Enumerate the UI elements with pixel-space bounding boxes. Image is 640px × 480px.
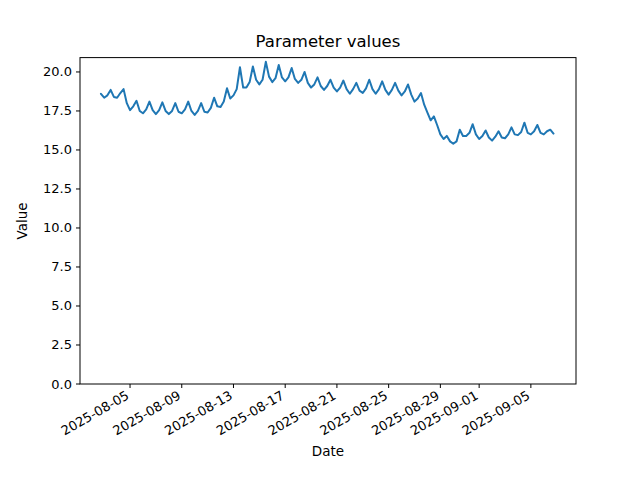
chart-title: Parameter values <box>256 32 401 51</box>
y-tick-label: 12.5 <box>43 181 72 196</box>
series-line <box>101 62 554 144</box>
y-tick-label: 10.0 <box>43 220 72 235</box>
y-tick-label: 0.0 <box>51 377 72 392</box>
y-tick-label: 20.0 <box>43 64 72 79</box>
y-tick-label: 5.0 <box>51 298 72 313</box>
y-tick-label: 17.5 <box>43 103 72 118</box>
axes-frame <box>80 58 576 384</box>
y-tick-label: 2.5 <box>51 337 72 352</box>
y-tick-label: 15.0 <box>43 142 72 157</box>
x-axis-label: Date <box>312 443 344 459</box>
y-tick-label: 7.5 <box>51 259 72 274</box>
y-axis-label: Value <box>14 202 30 239</box>
figure: Parameter values Date Value 2025-08-0520… <box>0 0 640 480</box>
chart-canvas: Parameter values Date Value 2025-08-0520… <box>0 0 640 480</box>
